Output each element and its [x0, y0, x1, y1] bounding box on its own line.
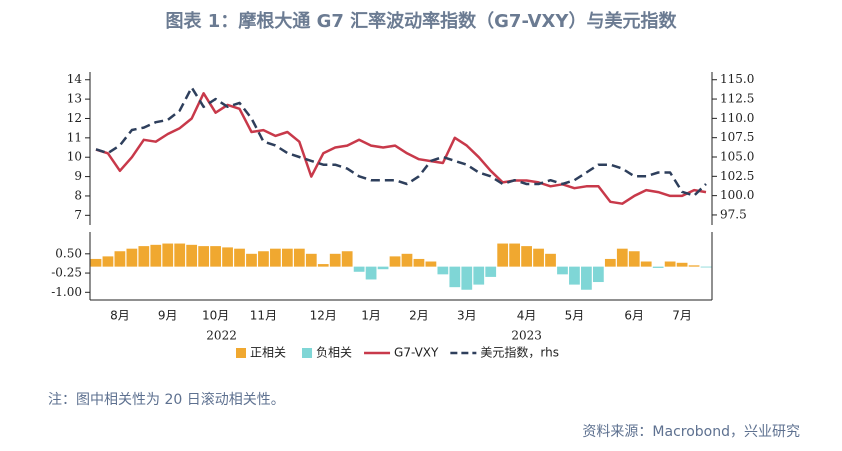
y-tick-label: 11 — [67, 130, 82, 144]
bar — [246, 253, 257, 267]
bar — [365, 266, 377, 280]
bar — [210, 246, 221, 267]
x-tick-label: 5月 — [565, 309, 585, 323]
legend-swatch — [302, 348, 313, 358]
bar — [270, 248, 281, 267]
y-tick-label: 100.0 — [720, 188, 754, 202]
bar — [640, 261, 652, 267]
y-tick-label: 13 — [67, 92, 82, 106]
y-tick-label: 10 — [67, 150, 82, 164]
bar — [592, 266, 604, 283]
note: 注：图中相关性为 20 日滚动相关性。 — [48, 391, 285, 408]
bar — [628, 251, 640, 267]
bar — [569, 266, 580, 285]
bar — [222, 247, 233, 267]
legend-label: G7-VXY — [394, 346, 439, 360]
bar — [198, 246, 210, 267]
y-tick-label: 107.5 — [720, 130, 754, 144]
y-tick-label: 12 — [67, 111, 82, 125]
bar — [186, 244, 198, 267]
bar — [509, 243, 521, 267]
x-tick-label: 7月 — [672, 309, 692, 323]
x-tick-label: 3月 — [457, 309, 477, 323]
bar — [700, 266, 712, 268]
bar — [293, 248, 305, 267]
x-tick-label: 2月 — [409, 309, 429, 323]
x-tick-label: 1月 — [361, 309, 381, 323]
line-series — [95, 86, 707, 197]
legend-label: 负相关 — [316, 346, 352, 360]
chart-title: 图表 1：摩根大通 G7 汇率波动率指数（G7-VXY）与美元指数 — [166, 10, 678, 32]
bar — [688, 265, 700, 267]
x-tick-label: 10月 — [202, 309, 229, 323]
x-tick-label: 11月 — [250, 309, 277, 323]
bar — [581, 266, 592, 290]
bar — [425, 261, 437, 267]
bar — [557, 266, 568, 275]
bar — [652, 266, 664, 268]
bar — [401, 253, 413, 267]
bar — [473, 266, 485, 285]
y-tick-label: 115.0 — [720, 72, 754, 86]
y-tick-label: 9 — [74, 169, 82, 183]
legend-label: 美元指数，rhs — [480, 345, 559, 360]
bar — [604, 258, 616, 267]
y-tick-label: 110.0 — [720, 111, 754, 125]
bar — [377, 266, 389, 270]
bar — [353, 266, 365, 272]
bar — [329, 253, 341, 267]
x-tick-label: 9月 — [158, 309, 178, 323]
bar — [126, 248, 138, 267]
legend-swatch — [236, 348, 246, 358]
bar — [341, 251, 353, 267]
y-tick-label: 112.5 — [720, 92, 754, 106]
bar — [485, 266, 497, 277]
bar — [545, 253, 556, 267]
bar — [449, 266, 461, 288]
source: 资料来源：Macrobond，兴业研究 — [582, 424, 800, 440]
bar — [664, 261, 676, 267]
y-tick-label: 105.0 — [720, 150, 754, 164]
bar — [162, 243, 174, 267]
y-tick-label: 8 — [74, 188, 82, 202]
y-tick-label: -0.25 — [51, 266, 82, 280]
line-series — [95, 92, 707, 205]
legend-label: 正相关 — [250, 346, 286, 360]
x-tick-label: 8月 — [110, 309, 130, 323]
bar — [533, 248, 544, 267]
bar — [90, 258, 102, 267]
y-tick-label: 7 — [74, 208, 82, 222]
bar — [389, 256, 401, 267]
y-tick-label: 97.5 — [720, 207, 747, 221]
x-group-label: 2023 — [511, 329, 542, 343]
x-tick-label: 12月 — [310, 309, 337, 323]
bar — [258, 251, 269, 267]
y-tick-label: 0.50 — [55, 246, 82, 260]
x-group-label: 2022 — [206, 329, 237, 343]
x-tick-label: 4月 — [517, 309, 537, 323]
bar — [114, 251, 126, 267]
y-tick-label: 14 — [67, 72, 83, 86]
bar — [174, 243, 186, 267]
bar — [497, 243, 509, 267]
bar — [521, 246, 532, 267]
bar — [461, 266, 473, 290]
bar — [413, 258, 425, 267]
bar — [234, 248, 245, 267]
bar — [676, 262, 688, 267]
x-tick-label: 6月 — [624, 309, 644, 323]
bar — [317, 264, 329, 267]
bar — [616, 248, 628, 267]
y-tick-label: 102.5 — [720, 169, 754, 183]
bar — [102, 256, 114, 267]
y-tick-label: -1.00 — [51, 285, 82, 299]
bar — [437, 266, 449, 275]
bar — [305, 253, 317, 267]
bar — [281, 248, 293, 267]
bar — [138, 246, 150, 267]
bar — [150, 244, 162, 267]
